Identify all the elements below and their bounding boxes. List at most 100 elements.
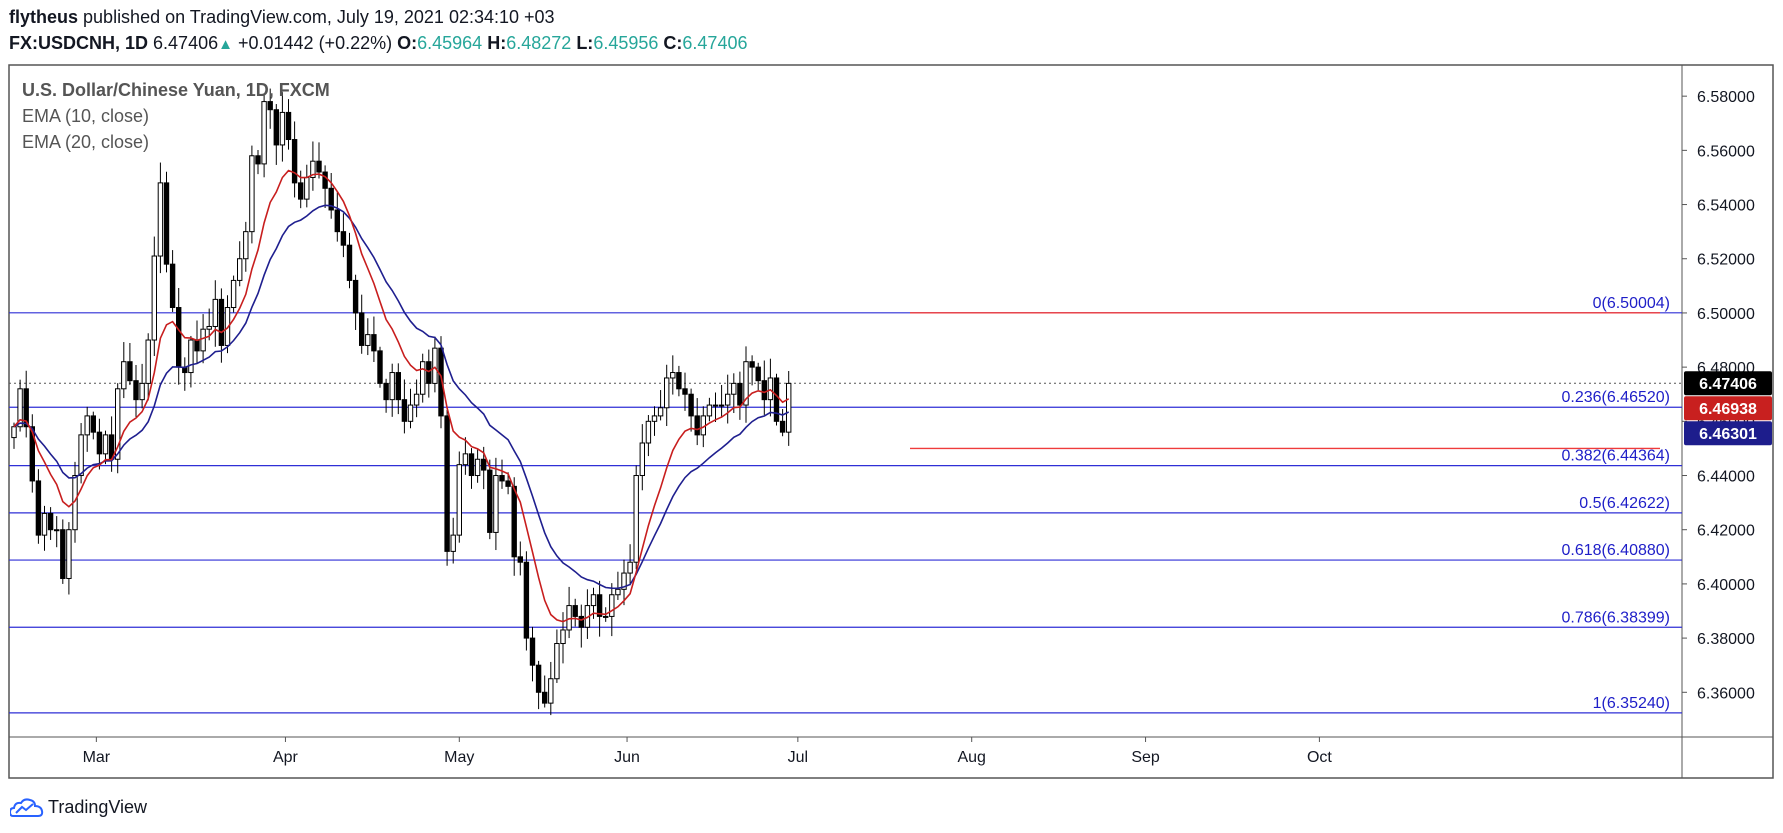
candle[interactable]: [474, 448, 481, 483]
candle[interactable]: [176, 287, 182, 385]
candle[interactable]: [102, 430, 109, 465]
candle[interactable]: [529, 626, 536, 682]
candle[interactable]: [584, 589, 591, 639]
candle[interactable]: [468, 448, 475, 489]
candle[interactable]: [346, 232, 353, 289]
candle[interactable]: [438, 336, 444, 429]
candle[interactable]: [426, 349, 432, 398]
candle[interactable]: [493, 457, 499, 551]
candle[interactable]: [395, 363, 402, 415]
candle[interactable]: [383, 378, 389, 413]
candle[interactable]: [401, 379, 408, 434]
candle[interactable]: [23, 370, 29, 438]
candle[interactable]: [450, 517, 456, 564]
candle[interactable]: [761, 360, 767, 415]
candle[interactable]: [334, 192, 341, 242]
candle[interactable]: [359, 294, 365, 354]
ema10-line[interactable]: [13, 169, 790, 623]
candle[interactable]: [188, 335, 194, 388]
fib-retracement[interactable]: 0(6.50004) 0.236(6.46520) 0.382(6.44364) 0.…: [9, 295, 1682, 714]
candle[interactable]: [682, 372, 688, 411]
candle[interactable]: [749, 355, 755, 386]
candle[interactable]: [444, 409, 450, 566]
candle[interactable]: [371, 316, 377, 363]
candle[interactable]: [291, 121, 298, 198]
candle[interactable]: [279, 92, 286, 162]
candle[interactable]: [255, 149, 261, 175]
candle[interactable]: [84, 406, 90, 452]
candle[interactable]: [627, 544, 633, 586]
candle[interactable]: [163, 171, 170, 273]
tradingview-logo[interactable]: TradingView: [10, 796, 147, 818]
candle[interactable]: [133, 364, 139, 417]
candle[interactable]: [615, 571, 621, 600]
candle[interactable]: [157, 162, 164, 274]
candle[interactable]: [413, 379, 420, 418]
candle[interactable]: [706, 397, 713, 422]
candle[interactable]: [41, 505, 48, 551]
candle[interactable]: [731, 373, 737, 414]
price-axis[interactable]: 6.580006.560006.540006.520006.500006.480…: [1682, 89, 1755, 702]
candle[interactable]: [737, 371, 743, 420]
candle[interactable]: [249, 145, 255, 244]
candle[interactable]: [621, 559, 627, 606]
candle[interactable]: [651, 406, 658, 436]
candle[interactable]: [487, 459, 493, 540]
candle[interactable]: [310, 141, 316, 191]
time-axis[interactable]: Mar Apr May Jun Jul Aug Sep Oct: [83, 737, 1333, 766]
candle[interactable]: [115, 383, 121, 474]
candle[interactable]: [462, 437, 469, 475]
author-name[interactable]: flytheus: [9, 7, 79, 27]
candle[interactable]: [725, 374, 731, 424]
candle[interactable]: [273, 104, 280, 165]
candle[interactable]: [670, 355, 676, 395]
candle[interactable]: [542, 675, 548, 708]
candle[interactable]: [365, 318, 371, 356]
candle[interactable]: [182, 357, 188, 391]
candle[interactable]: [261, 94, 267, 178]
candle[interactable]: [517, 541, 523, 576]
candle[interactable]: [743, 346, 749, 423]
candle[interactable]: [657, 390, 664, 421]
ema20-line[interactable]: [13, 204, 790, 590]
candle[interactable]: [523, 551, 530, 651]
candle[interactable]: [535, 660, 542, 710]
candle[interactable]: [212, 280, 219, 347]
candle[interactable]: [511, 477, 517, 576]
candle[interactable]: [243, 221, 249, 272]
candle[interactable]: [29, 414, 36, 493]
candle[interactable]: [121, 342, 127, 399]
candle[interactable]: [688, 388, 694, 432]
candle[interactable]: [316, 142, 322, 179]
horizontal-levels[interactable]: [910, 312, 1660, 450]
candle[interactable]: [267, 88, 273, 129]
candle[interactable]: [560, 612, 566, 664]
candle[interactable]: [139, 363, 145, 409]
candle[interactable]: [566, 586, 572, 639]
candle[interactable]: [108, 416, 115, 472]
candle[interactable]: [554, 629, 560, 683]
candle[interactable]: [664, 364, 670, 427]
candle[interactable]: [779, 409, 786, 437]
candle[interactable]: [11, 422, 17, 449]
candle[interactable]: [145, 333, 151, 401]
candle[interactable]: [596, 580, 603, 637]
candle[interactable]: [572, 598, 578, 627]
candle[interactable]: [90, 411, 96, 440]
candle[interactable]: [47, 507, 54, 540]
candle[interactable]: [352, 274, 359, 330]
candle[interactable]: [54, 516, 60, 548]
candle[interactable]: [694, 398, 700, 446]
candle[interactable]: [237, 241, 243, 287]
candle[interactable]: [224, 295, 231, 354]
candles[interactable]: [11, 88, 792, 716]
candle[interactable]: [712, 392, 719, 422]
candle[interactable]: [773, 373, 780, 426]
legend-ema20[interactable]: EMA (20, close): [22, 132, 149, 152]
candle[interactable]: [609, 583, 615, 637]
candle[interactable]: [127, 342, 133, 386]
candle[interactable]: [328, 172, 334, 219]
candle[interactable]: [718, 385, 725, 418]
candle[interactable]: [35, 469, 42, 544]
